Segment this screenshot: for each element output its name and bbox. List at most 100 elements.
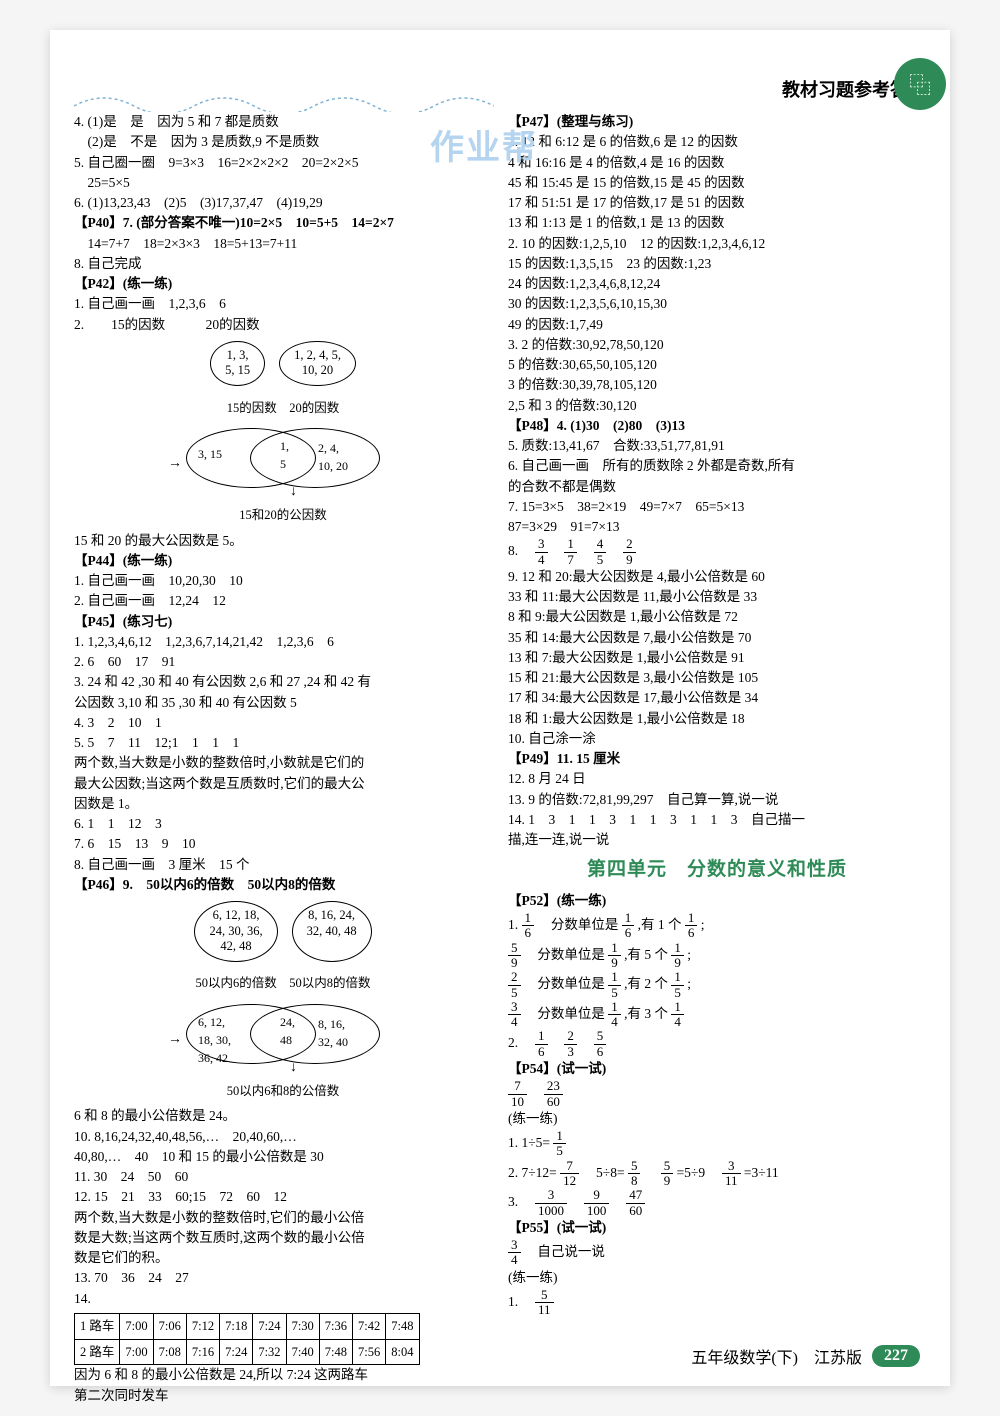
text: 【P40】7. (部分答案不唯一)10=2×5 10=5+5 14=2×7	[74, 213, 492, 233]
text: 3. 24 和 42 ,30 和 40 有公因数 2,6 和 27 ,24 和 …	[74, 672, 492, 692]
logo-badge: ⿻	[894, 58, 946, 110]
section-header: 【P45】(练习七)	[74, 612, 492, 632]
venn-mid: 24, 48	[280, 1013, 295, 1049]
fraction: 59	[508, 941, 521, 971]
text: ,有 1 个	[638, 917, 682, 932]
arrow-icon: →	[168, 453, 182, 474]
text: 第二次同时发车	[74, 1386, 492, 1406]
text: 11. 30 24 50 60	[74, 1167, 492, 1187]
caption: 50以内6的倍数 50以内8的倍数	[74, 974, 492, 993]
cell: 7:12	[186, 1313, 219, 1339]
text: 5. 质数:13,41,67 合数:33,51,77,81,91	[508, 436, 926, 456]
fraction: 15	[671, 970, 684, 1000]
text: 4. (1)是 是 因为 5 和 7 都是质数	[74, 112, 492, 132]
venn-right: 2, 4, 10, 20	[318, 439, 348, 475]
text: 分数单位是	[524, 947, 605, 962]
text: 3. 2 的倍数:30,92,78,50,120	[508, 335, 926, 355]
fraction: 34	[508, 1000, 521, 1030]
text: 13. 9 的倍数:72,81,99,297 自己算一算,说一说	[508, 790, 926, 810]
label: 3.	[508, 1194, 532, 1209]
text: =5÷9	[677, 1165, 719, 1180]
cell: 7:00	[120, 1339, 153, 1365]
fraction: 16	[685, 911, 698, 941]
text: 2. 10 的因数:1,2,5,10 12 的因数:1,2,3,4,6,12	[508, 234, 926, 254]
fraction: 19	[608, 941, 621, 971]
fraction-line: 8. 34 17 45 29	[508, 537, 926, 567]
cell: 1 路车	[75, 1313, 120, 1339]
text: 13. 70 36 24 27	[74, 1268, 492, 1288]
caption: 15的因数 20的因数	[74, 399, 492, 418]
venn-mid: 1, 5	[280, 437, 289, 473]
fraction: 16	[622, 911, 635, 941]
oval-row: 1, 3, 5, 15 1, 2, 4, 5, 10, 20	[74, 341, 492, 386]
text: 17 和 51:51 是 17 的倍数,17 是 51 的因数	[508, 193, 926, 213]
fraction: 511	[535, 1288, 554, 1318]
fraction: 58	[628, 1159, 641, 1189]
text: 12. 15 21 33 60;15 72 60 12	[74, 1187, 492, 1207]
text: 两个数,当大数是小数的整数倍时,它们的最小公倍	[74, 1208, 492, 1228]
section-header: 【P55】(试一试)	[508, 1218, 926, 1238]
fraction-line: 1. 1÷5= 15	[508, 1129, 926, 1159]
cell: 2 路车	[75, 1339, 120, 1365]
book-icon: ⿻	[909, 68, 931, 100]
book-label: 五年级数学(下) 江苏版	[691, 1344, 862, 1368]
fraction: 14	[671, 1000, 684, 1030]
fraction: 712	[560, 1159, 579, 1189]
text: 公因数 3,10 和 35 ,30 和 40 有公因数 5	[74, 693, 492, 713]
text: 5. 5 7 11 12;1 1 1 1	[74, 733, 492, 753]
text: 数是大数;当这两个数互质时,这两个数的最小公倍	[74, 1228, 492, 1248]
text: 5÷8=	[583, 1165, 625, 1180]
fraction: 31000	[535, 1188, 567, 1218]
cell: 7:56	[353, 1339, 386, 1365]
section-header: 【P46】9. 50以内6的倍数 50以内8的倍数	[74, 875, 492, 895]
text: 15 的因数:1,3,5,15 23 的因数:1,23	[508, 254, 926, 274]
oval-20: 1, 2, 4, 5, 10, 20	[279, 341, 356, 386]
text: 两个数,当大数是小数的整数倍时,小数就是它们的	[74, 753, 492, 773]
text: 3 的倍数:30,39,78,105,120	[508, 375, 926, 395]
section-header: 【P47】(整理与练习)	[508, 112, 926, 132]
label: 2.	[508, 1035, 532, 1050]
text: ;	[701, 917, 705, 932]
fraction: 25	[508, 970, 521, 1000]
cell: 7:24	[253, 1313, 286, 1339]
cell: 7:00	[120, 1313, 153, 1339]
cell: 7:18	[220, 1313, 253, 1339]
fraction: 311	[722, 1159, 741, 1189]
fraction-line: 59 分数单位是 19 ,有 5 个 19 ;	[508, 941, 926, 971]
text: 2. 自己画一画 12,24 12	[74, 591, 492, 611]
right-column: 【P47】(整理与练习) 1. 12 和 6:12 是 6 的倍数,6 是 12…	[508, 112, 926, 1406]
text: 1. 1÷5=	[508, 1135, 550, 1150]
text: 8 和 9:最大公因数是 1,最小公倍数是 72	[508, 607, 926, 627]
text: (练一练)	[508, 1109, 926, 1129]
text: 10. 8,16,24,32,40,48,56,… 20,40,60,…	[74, 1127, 492, 1147]
content-columns: 4. (1)是 是 因为 5 和 7 都是质数 (2)是 不是 因为 3 是质数…	[74, 112, 926, 1406]
arrow-down-icon: ↓	[290, 481, 297, 502]
fraction: 710	[508, 1079, 527, 1109]
fraction-line: 34 自己说一说	[508, 1238, 926, 1268]
fraction-line: 3. 31000 9100 4760	[508, 1188, 926, 1218]
text: 6. (1)13,23,43 (2)5 (3)17,37,47 (4)19,29	[74, 193, 492, 213]
section-header: 【P44】(练一练)	[74, 551, 492, 571]
venn-left: 6, 12, 18, 30, 36, 42	[198, 1013, 231, 1067]
left-column: 4. (1)是 是 因为 5 和 7 都是质数 (2)是 不是 因为 3 是质数…	[74, 112, 492, 1406]
fraction: 29	[623, 537, 636, 567]
label: 1.	[508, 917, 522, 932]
cell: 7:40	[286, 1339, 319, 1365]
text: ,有 2 个	[624, 976, 668, 991]
text: 13 和 7:最大公因数是 1,最小公倍数是 91	[508, 648, 926, 668]
text: 14. 1 3 1 1 3 1 1 3 1 1 3 自己描一	[508, 810, 926, 830]
fraction: 15	[553, 1129, 566, 1159]
text	[644, 1165, 658, 1180]
fraction: 59	[661, 1159, 674, 1189]
cell: 7:30	[286, 1313, 319, 1339]
fraction: 4760	[626, 1188, 645, 1218]
fraction: 34	[508, 1238, 521, 1268]
decor-swirl	[74, 88, 494, 112]
text: (练一练)	[508, 1268, 926, 1288]
text: 30 的因数:1,2,3,5,6,10,15,30	[508, 294, 926, 314]
oval-15: 1, 3, 5, 15	[210, 341, 265, 386]
fraction-line: 34 分数单位是 14 ,有 3 个 14	[508, 1000, 926, 1030]
text: 自己说一说	[524, 1244, 605, 1259]
text: 17 和 34:最大公因数是 17,最小公倍数是 34	[508, 688, 926, 708]
fraction: 2360	[544, 1079, 563, 1109]
